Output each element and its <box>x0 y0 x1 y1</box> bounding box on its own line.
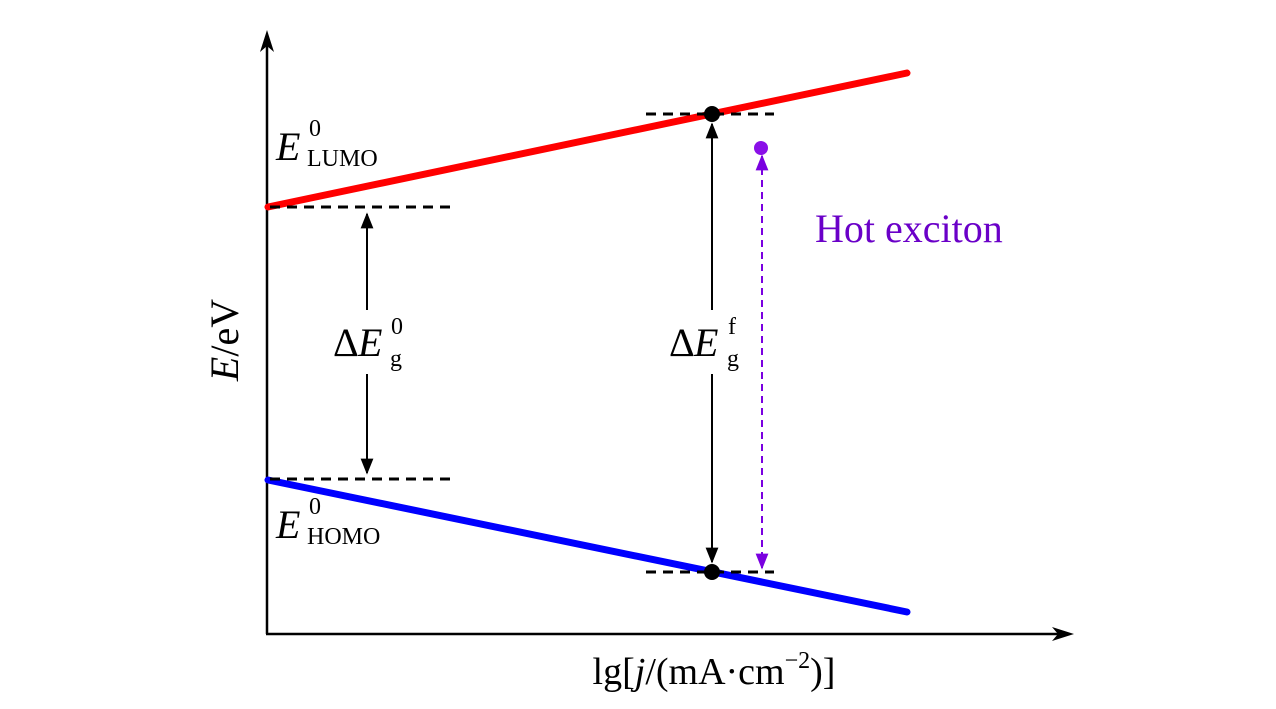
svg-text:E: E <box>275 124 300 169</box>
svg-text:E: E <box>357 320 382 365</box>
lumo-f-point <box>704 106 720 122</box>
svg-text:E: E <box>275 502 300 547</box>
svg-text:g: g <box>390 346 402 372</box>
svg-text:Δ: Δ <box>333 320 359 365</box>
svg-text:0: 0 <box>391 314 403 340</box>
y-axis-label: E/eV <box>202 299 247 382</box>
x-axis-arrowhead <box>1052 627 1074 641</box>
svg-text:E: E <box>693 320 718 365</box>
hot-exciton-label: Hot exciton <box>815 206 1003 251</box>
homo-f-point <box>704 564 720 580</box>
svg-text:f: f <box>728 314 736 340</box>
x-axis-label: lg[j/(mA·cm−2)] <box>593 648 836 693</box>
y-axis-arrowhead <box>260 30 274 52</box>
gap-zero-label: Δ E 0 g <box>330 310 408 374</box>
svg-text:HOMO: HOMO <box>307 524 380 550</box>
homo-zero-label: E 0 HOMO <box>275 494 380 550</box>
svg-text:Δ: Δ <box>669 320 695 365</box>
svg-text:LUMO: LUMO <box>307 146 378 172</box>
hot-exciton-point <box>754 141 768 155</box>
svg-text:g: g <box>727 346 739 372</box>
svg-text:0: 0 <box>309 116 321 142</box>
lumo-zero-label: E 0 LUMO <box>275 116 378 172</box>
lumo-line <box>264 69 911 211</box>
homo-line <box>264 476 911 616</box>
gap-f-label: Δ E f g <box>667 310 749 374</box>
svg-text:0: 0 <box>309 494 321 520</box>
